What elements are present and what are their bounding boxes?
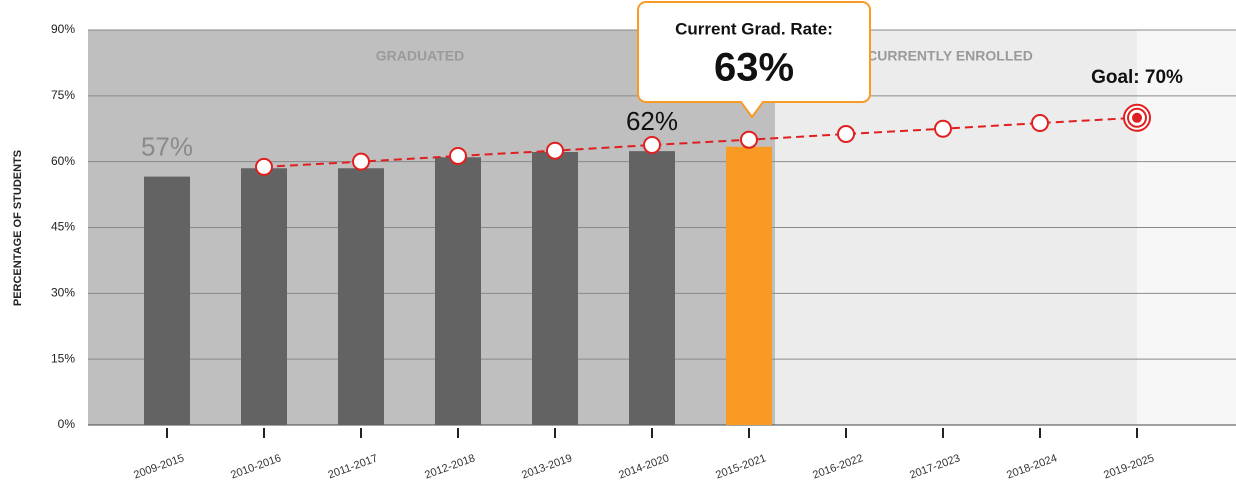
x-tick-label: 2013-2019: [520, 452, 574, 481]
callout-box: [637, 1, 871, 119]
x-tick-label: 2009-2015: [132, 452, 186, 481]
x-tick-label: 2011-2017: [327, 452, 380, 481]
goal-point: [352, 152, 370, 171]
y-axis-label: PERCENTAGE OF STUDENTS: [12, 150, 24, 306]
goal-point: [740, 130, 758, 149]
bar: [532, 152, 578, 425]
x-tick-label: 2014-2020: [617, 452, 671, 481]
goal-point: [1132, 112, 1142, 123]
y-tick-label: 30%: [51, 286, 75, 300]
y-tick-label: 45%: [51, 220, 75, 234]
bar: [629, 151, 675, 425]
value-label: 62%: [626, 106, 678, 136]
y-tick-label: 75%: [51, 88, 75, 102]
x-tick-label: 2012-2018: [423, 452, 477, 481]
region-label: GRADUATED: [376, 48, 464, 64]
bar: [144, 176, 190, 425]
y-tick-label: 60%: [51, 154, 75, 168]
bar: [726, 146, 772, 425]
callout-title: Current Grad. Rate:: [675, 19, 833, 38]
bar: [435, 157, 481, 425]
y-tick-label: 0%: [58, 417, 76, 431]
x-tick-label: 2015-2021: [714, 452, 768, 481]
goal-point: [449, 146, 467, 165]
x-tick-label: 2010-2016: [229, 452, 283, 481]
goal-point: [643, 135, 661, 154]
goal-line: [263, 116, 1138, 168]
x-tick-label: 2019-2025: [1102, 452, 1156, 481]
bar: [241, 168, 287, 425]
goal-point: [1031, 114, 1049, 133]
region-label: CURRENTLY ENROLLED: [867, 48, 1033, 64]
x-tick-label: 2017-2023: [908, 452, 962, 481]
y-tick-label: 90%: [51, 22, 75, 36]
goal-point: [837, 125, 855, 144]
goal-point: [546, 141, 564, 160]
y-tick-label: 15%: [51, 351, 75, 365]
value-label: 57%: [141, 131, 193, 161]
goal-point: [934, 119, 952, 138]
x-tick-label: 2016-2022: [811, 452, 865, 481]
goal-label: Goal: 70%: [1091, 67, 1183, 88]
goal-point: [255, 157, 273, 176]
x-tick-label: 2018-2024: [1005, 452, 1059, 481]
bar: [338, 168, 384, 425]
callout-value: 63%: [714, 46, 794, 90]
